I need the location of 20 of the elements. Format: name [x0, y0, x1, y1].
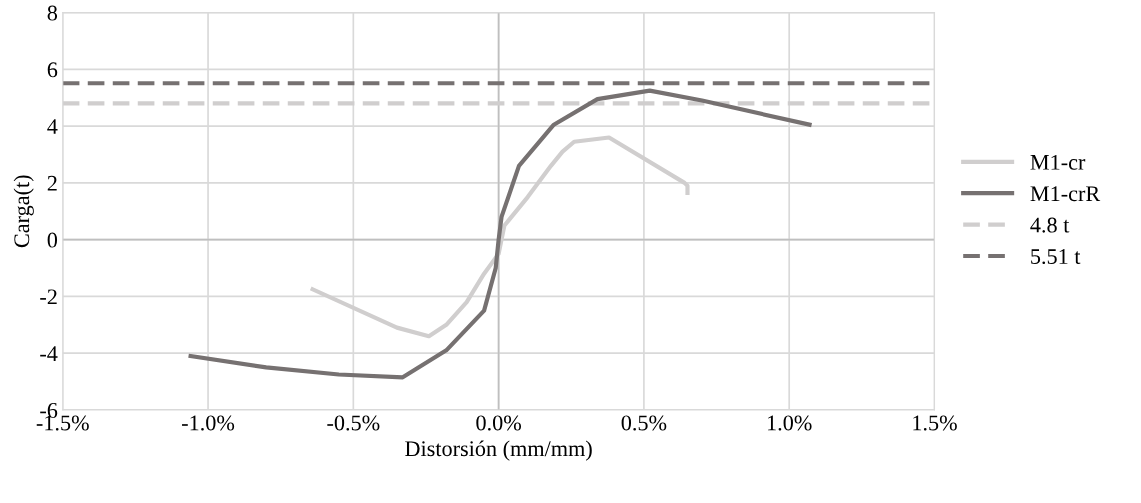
y-tick-label: 0	[47, 232, 58, 248]
x-tick-label: -0.5%	[327, 415, 380, 431]
x-tick-label: 1.5%	[913, 415, 957, 431]
y-tick-label: -2	[40, 289, 57, 305]
y-tick-label: 2	[47, 175, 57, 191]
y-axis-title: Carga(t)	[13, 175, 34, 248]
y-tick-label: -4	[40, 346, 58, 361]
x-tick-label: 0.5%	[621, 415, 667, 431]
legend-label: M1-crR	[1030, 186, 1101, 202]
y-tick-label: 4	[47, 119, 58, 134]
x-tick-label: 0.0%	[476, 415, 521, 431]
line-series	[188, 88, 812, 380]
x-axis-title: Distorsión (mm/mm)	[405, 440, 592, 461]
legend-label: M1-cr	[1030, 154, 1086, 170]
legend-label: 5.51 t	[1031, 249, 1081, 265]
x-tick-label: 1.0%	[768, 415, 812, 431]
y-tick-label: 8	[47, 5, 58, 21]
legend-label: 4.8 t	[1030, 217, 1070, 233]
x-tick-label: -1.0%	[182, 415, 235, 431]
y-tick-label: 6	[47, 62, 58, 78]
